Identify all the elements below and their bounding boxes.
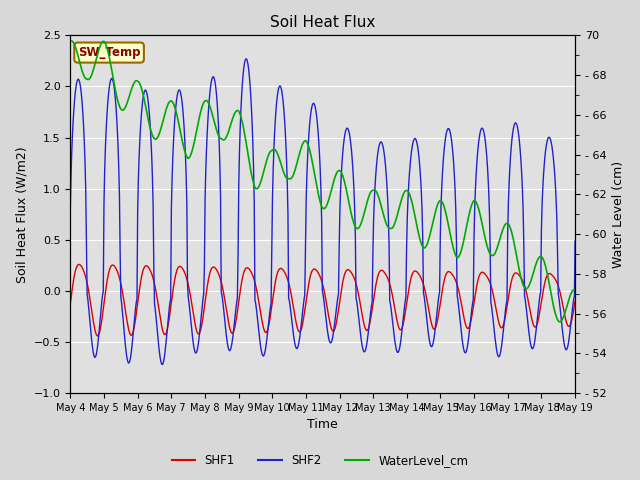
WaterLevel_cm	[572, 287, 579, 293]
SHF2	[67, 208, 74, 214]
SHF1	[67, 301, 74, 307]
Y-axis label: Water Level (cm): Water Level (cm)	[612, 161, 625, 268]
SHF2	[206, 89, 214, 95]
SHF2	[385, 240, 393, 246]
Legend: SHF1, SHF2, WaterLevel_cm: SHF1, SHF2, WaterLevel_cm	[167, 449, 473, 472]
X-axis label: Time: Time	[307, 419, 338, 432]
SHF2	[159, 362, 166, 368]
WaterLevel_cm	[68, 38, 76, 44]
Line: SHF2: SHF2	[70, 59, 575, 365]
SHF1	[75, 262, 83, 267]
SHF1	[76, 262, 84, 268]
SHF2	[242, 56, 250, 62]
SHF2	[127, 349, 135, 355]
WaterLevel_cm	[128, 85, 136, 91]
Line: WaterLevel_cm: WaterLevel_cm	[70, 41, 575, 322]
WaterLevel_cm	[399, 192, 407, 198]
SHF1	[400, 318, 408, 324]
SHF2	[400, 311, 408, 316]
SHF1	[207, 267, 214, 273]
WaterLevel_cm	[206, 104, 214, 109]
WaterLevel_cm	[556, 319, 563, 325]
SHF1	[385, 279, 393, 285]
WaterLevel_cm	[179, 143, 187, 148]
SHF1	[129, 330, 136, 336]
SHF1	[94, 333, 102, 339]
SHF1	[180, 268, 188, 274]
Y-axis label: Soil Heat Flux (W/m2): Soil Heat Flux (W/m2)	[15, 146, 28, 283]
Line: SHF1: SHF1	[70, 264, 575, 336]
Text: SW_Temp: SW_Temp	[78, 46, 140, 59]
SHF2	[76, 78, 83, 84]
WaterLevel_cm	[385, 225, 392, 230]
SHF1	[572, 298, 579, 304]
Title: Soil Heat Flux: Soil Heat Flux	[270, 15, 376, 30]
SHF2	[572, 238, 579, 244]
SHF2	[179, 113, 187, 119]
WaterLevel_cm	[67, 38, 74, 44]
WaterLevel_cm	[76, 61, 84, 67]
